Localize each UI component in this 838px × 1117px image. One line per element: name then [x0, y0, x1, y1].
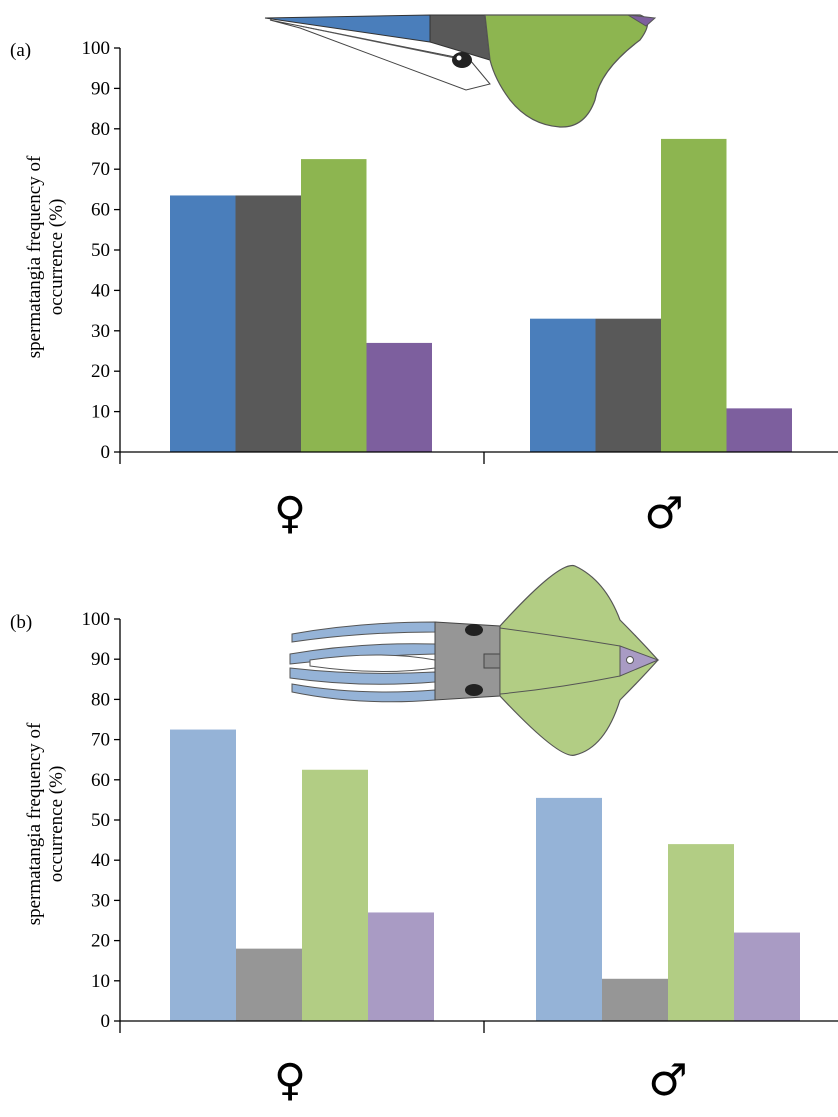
panel-a-y-tick-label: 50: [91, 240, 110, 261]
panel-a-chart: (a) spermatangia frequency of occurrence…: [10, 14, 838, 539]
panel-b-bar-male-series-3: [668, 844, 734, 1021]
panel-a-axes: 0 10 20 30 40 50 60 70 80 90 100: [82, 38, 838, 464]
panel-b-y-tick-label: 10: [91, 971, 110, 992]
panel-b-bar-female-series-3: [302, 769, 368, 1021]
panel-b-ylabel-line-1: spermatangia frequency of: [24, 722, 45, 925]
panel-a-bar-male-series-1: [530, 318, 596, 452]
panel-a-category-female: ♀: [274, 488, 306, 539]
panel-a-y-tick-label: 100: [82, 38, 111, 59]
panel-a-category-male: ♂: [644, 488, 683, 539]
panel-a-bar-female-series-2: [235, 195, 301, 452]
panel-b-y-tick-label: 80: [91, 689, 110, 710]
panel-a-label: (a): [10, 40, 31, 61]
panel-a-bar-female-series-1: [170, 195, 236, 452]
panel-b-bar-male-series-2: [602, 978, 668, 1021]
panel-b-y-tick-label: 50: [91, 810, 110, 831]
panel-b-label: (b): [10, 612, 32, 633]
panel-a-bars: [170, 138, 792, 452]
panel-b-ylabel-line-2: occurrence (%): [46, 766, 67, 883]
panel-b-y-axis-label: spermatangia frequency of occurrence (%): [24, 722, 67, 925]
panel-b-y-tick-label: 60: [91, 770, 110, 791]
panel-a-ylabel-line-1: spermatangia frequency of: [24, 155, 45, 358]
panel-a-bar-female-series-3: [301, 159, 367, 452]
panel-b-y-tick-label: 40: [91, 850, 110, 871]
panel-a-bar-male-series-4: [726, 408, 792, 452]
squid-side-view-illustration: [264, 14, 657, 128]
panel-a-y-tick-label: 90: [91, 78, 110, 99]
panel-b-y-tick-label: 100: [82, 609, 111, 630]
panel-b-category-female: ♀: [274, 1055, 306, 1106]
panel-a-y-tick-label: 60: [91, 200, 110, 221]
panel-a-y-tick-label: 0: [101, 442, 111, 463]
panel-a-y-tick-label: 40: [91, 280, 110, 301]
panel-a-ylabel-line-2: occurrence (%): [46, 199, 67, 316]
panel-b-bar-female-series-4: [368, 912, 434, 1021]
panel-b-bars: [170, 729, 800, 1021]
panel-a-y-tick-label: 30: [91, 321, 110, 342]
squid-dorsal-view-illustration: [289, 564, 660, 756]
panel-a-y-tick-label: 20: [91, 361, 110, 382]
panel-b-bar-female-series-1: [170, 729, 236, 1021]
panel-a-bar-male-series-3: [661, 138, 727, 452]
panel-a-bar-female-series-4: [366, 342, 432, 452]
panel-b-y-tick-label: 90: [91, 649, 110, 670]
panel-a-y-tick-label: 80: [91, 119, 110, 140]
panel-a-y-axis-label: spermatangia frequency of occurrence (%): [24, 155, 67, 358]
panel-b-bar-female-series-2: [236, 948, 302, 1021]
panel-b-y-tick-label: 0: [101, 1011, 111, 1032]
panel-b-category-male: ♂: [648, 1055, 687, 1106]
panel-b-axes: 0 10 20 30 40 50 60 70 80 90 100: [82, 609, 838, 1033]
panel-a-y-tick-label: 70: [91, 159, 110, 180]
panel-b-y-tick-label: 30: [91, 890, 110, 911]
panel-a-y-tick-label: 10: [91, 402, 110, 423]
panel-b-y-tick-label: 20: [91, 931, 110, 952]
panel-b-y-tick-label: 70: [91, 730, 110, 751]
panel-a-bar-male-series-2: [595, 318, 661, 452]
panel-b-chart: (b) spermatangia frequency of occurrence…: [10, 564, 838, 1106]
panel-b-bar-male-series-1: [536, 797, 602, 1021]
panel-b-bar-male-series-4: [734, 932, 800, 1021]
